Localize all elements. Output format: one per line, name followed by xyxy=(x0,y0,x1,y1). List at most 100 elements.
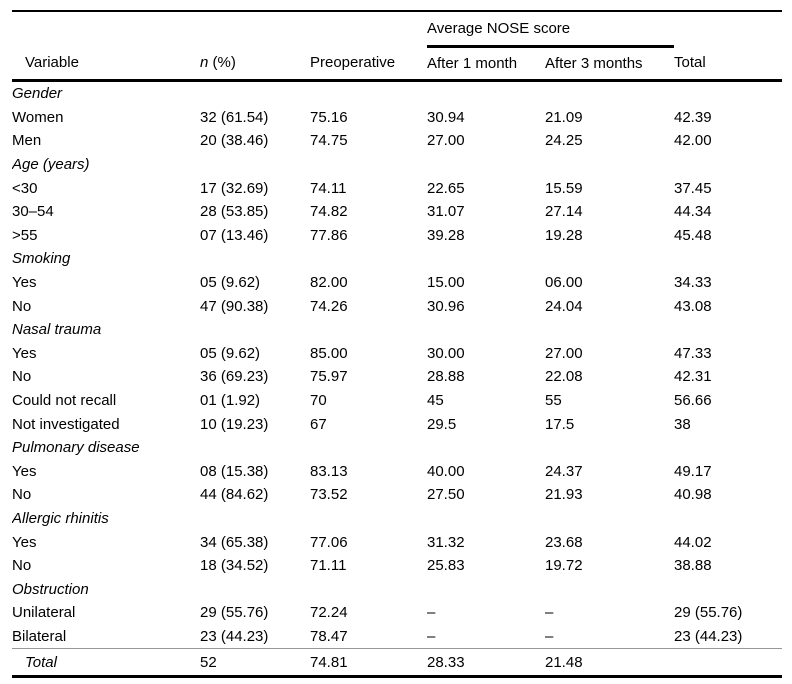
column-header-preoperative: Preoperative xyxy=(310,46,427,82)
n-rest: (%) xyxy=(208,54,236,72)
cell-value: 52 xyxy=(200,648,310,677)
column-header-n-pct: n (%) xyxy=(200,46,310,82)
column-header-variable: Variable xyxy=(12,46,200,82)
row-label: No xyxy=(12,557,32,575)
cell-value xyxy=(310,507,427,531)
table-row: Could not recall 01 (1.92) 70 45 55 56.66 xyxy=(12,389,782,413)
cell-value xyxy=(545,507,674,531)
cell-value xyxy=(200,318,310,342)
cell-value: 39.28 xyxy=(427,226,465,244)
row-label: Pulmonary disease xyxy=(12,439,140,457)
cell-value: 08 (15.38) xyxy=(200,462,269,480)
table-row: <30 17 (32.69) 74.11 22.65 15.59 37.45 xyxy=(12,176,782,200)
cell-value: 17.5 xyxy=(545,415,575,433)
cell-value xyxy=(674,153,782,177)
cell-value xyxy=(427,507,545,531)
cell-value xyxy=(545,247,674,271)
cell-value: 20 (38.46) xyxy=(200,132,269,150)
row-label: Bilateral xyxy=(12,627,67,645)
row-label: Women xyxy=(12,108,64,126)
section-row: Obstruction xyxy=(12,577,782,601)
row-label: Smoking xyxy=(12,250,71,268)
nose-score-table: Average NOSE score Variable n (%) Preope… xyxy=(12,10,782,679)
cell-value xyxy=(674,436,782,460)
cell-value: 21.09 xyxy=(545,108,583,126)
cell-value: 24.25 xyxy=(545,132,583,150)
cell-value: 28.33 xyxy=(427,648,545,677)
cell-value: 43.08 xyxy=(674,297,712,315)
cell-value: 82.00 xyxy=(310,274,348,292)
row-label: Not investigated xyxy=(12,415,120,433)
n-italic: n xyxy=(200,54,209,72)
spanner-heading: Average NOSE score xyxy=(427,11,674,48)
section-row: Allergic rhinitis xyxy=(12,507,782,531)
cell-value: 28.88 xyxy=(427,368,465,386)
cell-value: 27.00 xyxy=(427,132,465,150)
cell-value: 30.00 xyxy=(427,344,465,362)
cell-value: 70 xyxy=(310,392,327,410)
cell-value: 05 (9.62) xyxy=(200,344,261,362)
cell-value: 27.00 xyxy=(545,344,583,362)
section-row: Age (years) xyxy=(12,153,782,177)
row-label: Obstruction xyxy=(12,580,89,598)
cell-value: – xyxy=(427,627,436,645)
cell-value: 42.39 xyxy=(674,108,712,126)
row-label: Unilateral xyxy=(12,604,76,622)
cell-value: 47.33 xyxy=(674,344,712,362)
cell-value: 28 (53.85) xyxy=(200,203,269,221)
cell-value: 40.98 xyxy=(674,486,712,504)
row-label: 30–54 xyxy=(12,203,54,221)
cell-value: 27.50 xyxy=(427,486,465,504)
cell-value: 06.00 xyxy=(545,274,583,292)
spanner-spacer-left xyxy=(12,11,427,47)
cell-value: 73.52 xyxy=(310,486,348,504)
cell-value: 18 (34.52) xyxy=(200,557,269,575)
section-row: Nasal trauma xyxy=(12,318,782,342)
cell-value: 31.32 xyxy=(427,533,465,551)
cell-value: 23 (44.23) xyxy=(200,627,269,645)
cell-value: 15.00 xyxy=(427,274,465,292)
cell-value: – xyxy=(427,604,436,622)
cell-value: 19.72 xyxy=(545,557,583,575)
cell-value xyxy=(545,577,674,601)
cell-value: 75.97 xyxy=(310,368,348,386)
row-label: Could not recall xyxy=(12,392,117,410)
section-row: Smoking xyxy=(12,247,782,271)
cell-value: 83.13 xyxy=(310,462,348,480)
cell-value xyxy=(200,153,310,177)
cell-value xyxy=(674,81,782,106)
cell-value: 74.81 xyxy=(310,648,427,677)
row-label: Total xyxy=(12,648,200,677)
cell-value: 01 (1.92) xyxy=(200,392,261,410)
table-header: Average NOSE score Variable n (%) Preope… xyxy=(12,11,782,82)
table-row: Unilateral 29 (55.76) 72.24 – – 29 (55.76) xyxy=(12,601,782,625)
cell-value: 44.34 xyxy=(674,203,712,221)
cell-value: 24.04 xyxy=(545,297,583,315)
cell-value: 74.82 xyxy=(310,203,348,221)
cell-value: 10 (19.23) xyxy=(200,415,269,433)
row-label: Allergic rhinitis xyxy=(12,509,109,527)
cell-value xyxy=(674,318,782,342)
row-label: Men xyxy=(12,132,42,150)
table-row: No 44 (84.62) 73.52 27.50 21.93 40.98 xyxy=(12,483,782,507)
cell-value: 15.59 xyxy=(545,179,583,197)
cell-value: 45.48 xyxy=(674,226,712,244)
cell-value: 37.45 xyxy=(674,179,712,197)
row-label: Yes xyxy=(12,274,37,292)
row-label: <30 xyxy=(12,179,38,197)
cell-value: 49.17 xyxy=(674,462,712,480)
table-row: Yes 08 (15.38) 83.13 40.00 24.37 49.17 xyxy=(12,460,782,484)
cell-value xyxy=(427,247,545,271)
cell-value xyxy=(674,247,782,271)
row-label: Yes xyxy=(12,462,37,480)
cell-value xyxy=(200,577,310,601)
spanner-row: Average NOSE score xyxy=(12,11,782,48)
table-row: No 18 (34.52) 71.11 25.83 19.72 38.88 xyxy=(12,554,782,578)
column-header-after-3-months: After 3 months xyxy=(545,46,674,82)
cell-value xyxy=(674,507,782,531)
cell-value: 77.86 xyxy=(310,226,348,244)
cell-value: 21.48 xyxy=(545,648,674,677)
row-label: Gender xyxy=(12,85,63,103)
cell-value xyxy=(200,81,310,106)
